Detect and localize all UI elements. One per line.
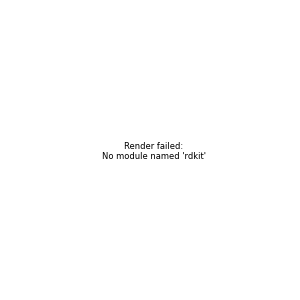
Text: Render failed:
No module named 'rdkit': Render failed: No module named 'rdkit'	[102, 142, 206, 161]
